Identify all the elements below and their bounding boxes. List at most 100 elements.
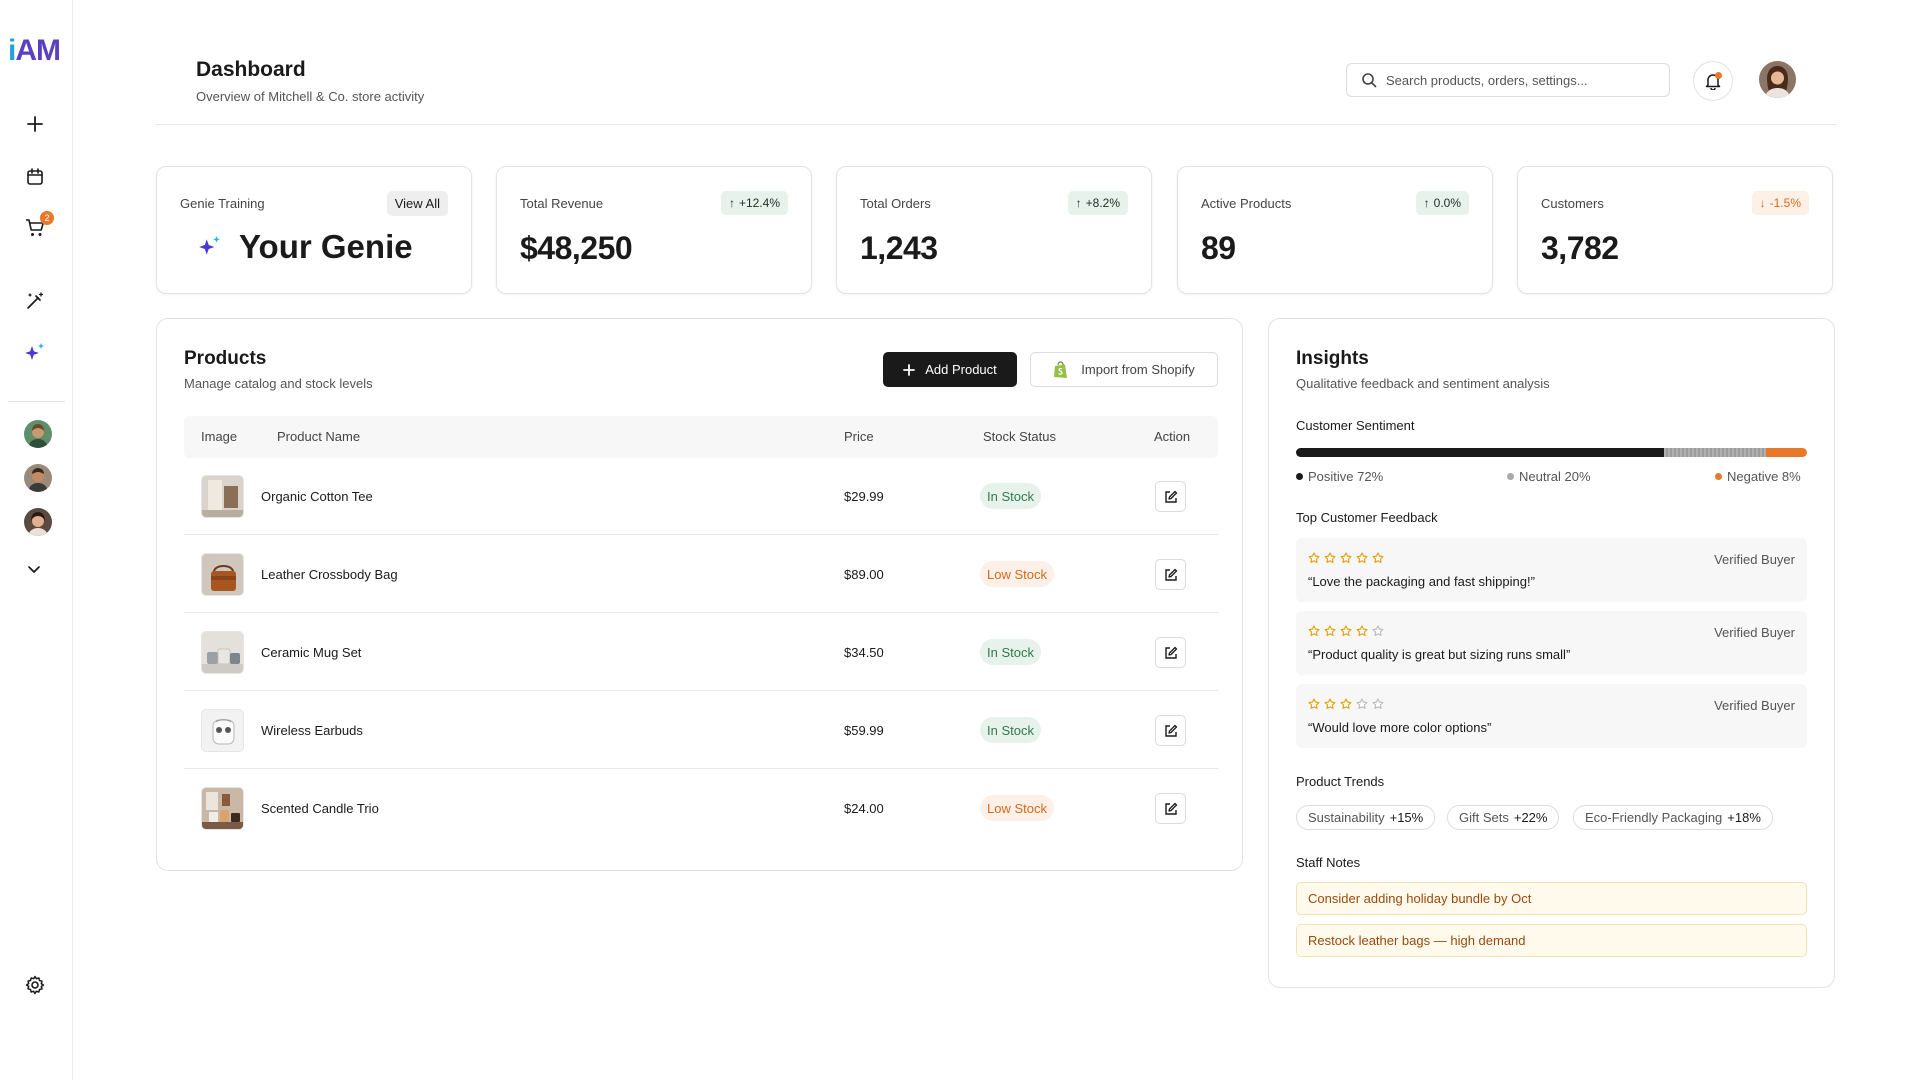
plus-icon[interactable]: [22, 111, 48, 137]
staff-note[interactable]: Consider adding holiday bundle by Oct: [1296, 882, 1807, 915]
search-bar[interactable]: [1346, 63, 1670, 97]
table-row[interactable]: Wireless Earbuds $59.99 In Stock: [184, 692, 1218, 769]
product-image: [201, 553, 244, 596]
revenue-change-badge: ↑ +12.4%: [720, 191, 788, 215]
legend-dot: [1507, 473, 1514, 480]
products-subtitle: Manage catalog and stock levels: [184, 376, 373, 391]
feedback-source: Verified Buyer: [1714, 698, 1795, 713]
arrow-up-icon: ↑: [1423, 196, 1430, 210]
sentiment-neutral-segment: [1663, 448, 1767, 457]
sentiment-positive-segment: [1296, 448, 1664, 457]
revenue-change: +12.4%: [738, 196, 780, 210]
column-price: Price: [844, 429, 874, 444]
legend-neutral-label: Neutral 20%: [1519, 469, 1591, 484]
orders-change: +8.2%: [1085, 196, 1120, 210]
staff-notes-label: Staff Notes: [1296, 855, 1361, 870]
stock-status-badge: In Stock: [980, 483, 1041, 509]
rating-stars: [1308, 698, 1384, 710]
star-filled-icon: [1308, 625, 1320, 636]
view-all-button[interactable]: View All: [386, 191, 448, 216]
cart-icon[interactable]: 2: [22, 211, 54, 241]
legend-negative-label: Negative 8%: [1727, 469, 1801, 484]
feedback-label: Top Customer Feedback: [1296, 510, 1438, 525]
revenue-label: Total Revenue: [520, 196, 604, 211]
team-avatar-2[interactable]: [24, 464, 52, 492]
trend-chip[interactable]: Gift Sets +22%: [1447, 805, 1560, 830]
edit-button[interactable]: [1155, 793, 1186, 824]
table-row[interactable]: Scented Candle Trio $24.00 Low Stock: [184, 770, 1218, 847]
team-avatar-1[interactable]: [24, 420, 52, 448]
edit-icon: [1164, 490, 1177, 503]
orders-change-badge: ↑ +8.2%: [1067, 191, 1128, 215]
arrow-up-icon: ↑: [1075, 196, 1082, 210]
legend-positive: Positive 72%: [1296, 469, 1383, 484]
table-row[interactable]: Leather Crossbody Bag $89.00 Low Stock: [184, 536, 1218, 613]
legend-negative: Negative 8%: [1715, 469, 1801, 484]
add-product-button[interactable]: Add Product: [883, 352, 1017, 387]
feedback-source: Verified Buyer: [1714, 552, 1795, 567]
arrow-up-icon: ↑: [728, 196, 735, 210]
plus-icon: [903, 363, 916, 376]
star-empty-icon: [1372, 698, 1384, 709]
edit-icon: [1164, 724, 1177, 737]
star-filled-icon: [1340, 552, 1352, 563]
revenue-value: $48,250: [520, 230, 633, 266]
sparkles-icon[interactable]: [22, 340, 48, 366]
gear-icon[interactable]: [22, 972, 48, 998]
star-filled-icon: [1356, 552, 1368, 563]
trend-change: +22%: [1513, 810, 1548, 825]
product-name: Leather Crossbody Bag: [261, 567, 398, 582]
trend-chip[interactable]: Sustainability +15%: [1296, 805, 1436, 830]
active-products-value: 89: [1201, 230, 1236, 266]
customers-change: -1.5%: [1769, 196, 1801, 210]
edit-button[interactable]: [1155, 637, 1186, 668]
star-filled-icon: [1356, 625, 1368, 636]
header-divider: [156, 124, 1836, 125]
stock-status-badge: In Stock: [980, 639, 1041, 665]
feedback-card: Verified Buyer “Love the packaging and f…: [1296, 538, 1807, 602]
calendar-icon[interactable]: [22, 164, 48, 190]
feedback-quote: “Product quality is great but sizing run…: [1308, 647, 1571, 662]
feedback-card: Verified Buyer “Would love more color op…: [1296, 684, 1807, 748]
product-image: [201, 631, 244, 674]
feedback-card: Verified Buyer “Product quality is great…: [1296, 611, 1807, 675]
trend-chip[interactable]: Eco-Friendly Packaging +18%: [1573, 805, 1773, 830]
app-logo[interactable]: iAM: [8, 34, 61, 68]
team-avatar-3[interactable]: [24, 508, 52, 536]
notifications-button[interactable]: [1693, 61, 1733, 101]
genie-title: Your Genie: [197, 228, 413, 266]
star-filled-icon: [1308, 552, 1320, 563]
column-stock-status: Stock Status: [983, 429, 1056, 444]
sidebar-divider: [8, 401, 65, 402]
active-products-change-badge: ↑ 0.0%: [1415, 191, 1469, 215]
star-filled-icon: [1324, 698, 1336, 709]
trend-name: Gift Sets: [1459, 810, 1509, 825]
products-table-header: Image Product Name Price Stock Status Ac…: [184, 416, 1218, 458]
products-panel: Products Manage catalog and stock levels…: [156, 318, 1243, 871]
star-empty-icon: [1356, 698, 1368, 709]
table-row[interactable]: Organic Cotton Tee $29.99 In Stock: [184, 458, 1218, 535]
edit-button[interactable]: [1155, 559, 1186, 590]
notification-dot: [1715, 72, 1722, 79]
table-row[interactable]: Ceramic Mug Set $34.50 In Stock: [184, 614, 1218, 691]
insights-subtitle: Qualitative feedback and sentiment analy…: [1296, 376, 1550, 391]
active-products-label: Active Products: [1201, 196, 1292, 211]
search-input[interactable]: [1386, 72, 1646, 88]
user-avatar[interactable]: [1759, 61, 1796, 98]
import-shopify-button[interactable]: Import from Shopify: [1030, 352, 1218, 387]
trend-name: Eco-Friendly Packaging: [1585, 810, 1723, 825]
genie-training-card[interactable]: Genie Training View All Your Genie: [156, 166, 472, 294]
feedback-quote: “Would love more color options”: [1308, 720, 1492, 735]
arrow-down-icon: ↓: [1759, 196, 1766, 210]
orders-label: Total Orders: [860, 196, 931, 211]
feedback-quote: “Love the packaging and fast shipping!”: [1308, 574, 1535, 589]
stock-status-badge: In Stock: [980, 717, 1041, 743]
edit-button[interactable]: [1155, 715, 1186, 746]
edit-button[interactable]: [1155, 481, 1186, 512]
product-price: $34.50: [844, 645, 884, 660]
chevron-down-icon[interactable]: [21, 556, 47, 582]
magic-wand-icon[interactable]: [22, 288, 48, 314]
staff-note[interactable]: Restock leather bags — high demand: [1296, 924, 1807, 957]
sentiment-negative-segment: [1766, 448, 1807, 457]
feedback-source: Verified Buyer: [1714, 625, 1795, 640]
